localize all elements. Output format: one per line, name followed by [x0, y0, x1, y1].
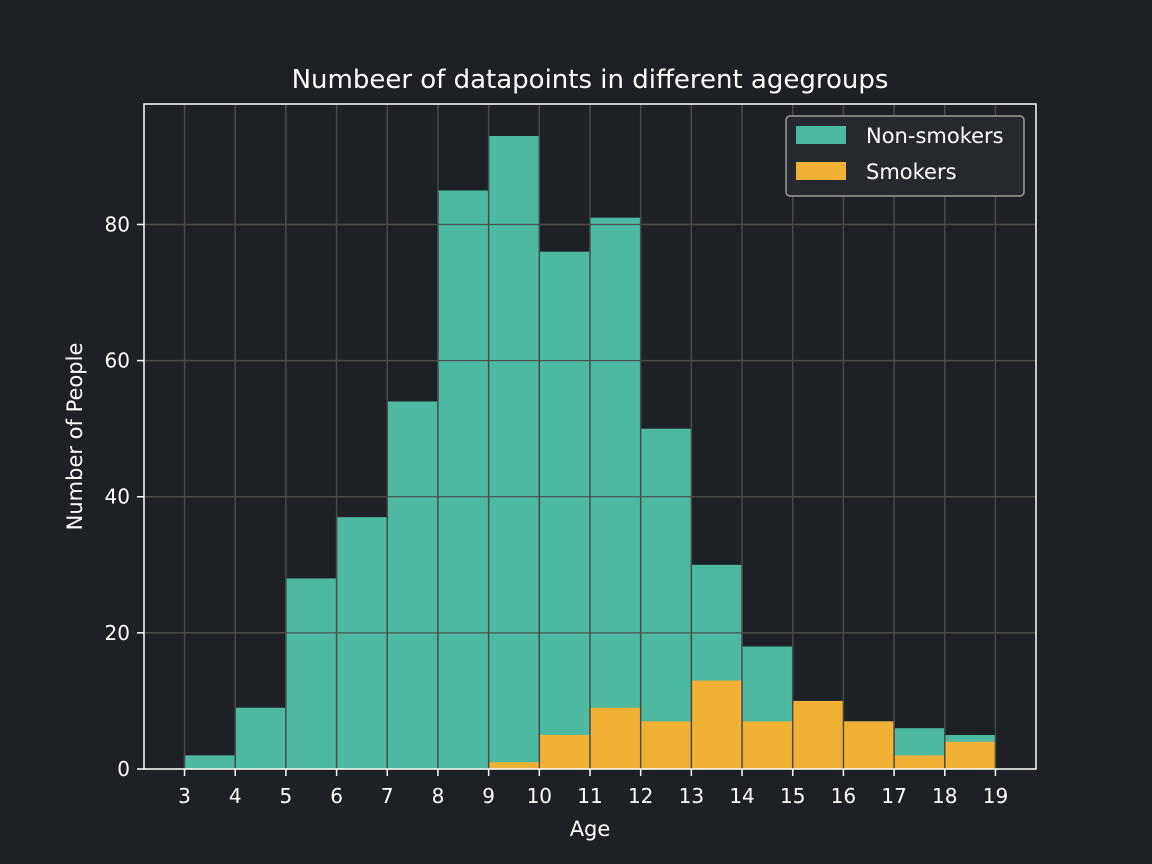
non-smokers-bar: [285, 578, 337, 769]
x-tick-label: 19: [983, 784, 1008, 808]
x-tick-label: 4: [229, 784, 242, 808]
x-axis-label: Age: [570, 817, 611, 841]
non-smokers-bar: [539, 251, 590, 769]
x-tick-label: 5: [280, 784, 293, 808]
chart-title: Numbeer of datapoints in different agegr…: [292, 65, 889, 95]
non-smokers-bar: [437, 190, 489, 770]
x-tick-label: 17: [881, 784, 906, 808]
non-smokers-bar: [336, 517, 388, 769]
x-tick-label: 12: [628, 784, 653, 808]
x-tick-label: 14: [729, 784, 754, 808]
y-axis-label: Number of People: [63, 343, 87, 531]
legend-swatch-non-smokers: [796, 126, 846, 144]
legend-label-smokers: Smokers: [866, 160, 957, 184]
x-tick-label: 9: [482, 784, 495, 808]
x-tick-label: 10: [527, 784, 552, 808]
x-tick-label: 11: [577, 784, 602, 808]
legend-swatch-smokers: [796, 162, 846, 180]
x-tick-label: 18: [932, 784, 957, 808]
x-tick-label: 16: [831, 784, 856, 808]
smokers-bar: [792, 700, 844, 769]
y-axis-ticks: 0 20 40 60 80: [105, 212, 144, 781]
legend: Non-smokers Smokers: [785, 115, 1025, 197]
smokers-bar: [944, 741, 996, 769]
non-smokers-bar: [387, 401, 438, 769]
y-tick-label: 0: [117, 757, 130, 781]
y-tick-label: 60: [105, 349, 130, 373]
non-smokers-bar: [640, 428, 692, 769]
x-tick-label: 15: [780, 784, 805, 808]
y-tick-label: 20: [105, 621, 130, 645]
x-tick-label: 13: [679, 784, 704, 808]
y-tick-label: 40: [105, 485, 130, 509]
smokers-bar: [488, 762, 540, 769]
non-smokers-bar: [235, 707, 286, 769]
smokers-bar: [590, 707, 641, 769]
smokers-bar: [843, 721, 895, 769]
smokers-bar: [691, 680, 743, 769]
x-axis-ticks: 3 4 5 6 7 8 9 10 11 12 13 14 15 16 17 18 19: [178, 769, 1008, 808]
legend-label-non-smokers: Non-smokers: [866, 124, 1004, 148]
non-smokers-bar: [488, 135, 540, 769]
x-tick-label: 7: [381, 784, 394, 808]
non-smokers-bar: [590, 217, 641, 769]
x-tick-label: 8: [432, 784, 445, 808]
x-tick-label: 6: [330, 784, 343, 808]
non-smokers-bar: [184, 755, 236, 769]
smokers-bar: [539, 734, 590, 769]
y-tick-label: 80: [105, 212, 130, 236]
smokers-bar: [894, 755, 945, 769]
smokers-bar: [640, 721, 692, 769]
bars: [144, 135, 1036, 770]
smokers-bar: [742, 721, 793, 769]
x-tick-label: 3: [178, 784, 191, 808]
